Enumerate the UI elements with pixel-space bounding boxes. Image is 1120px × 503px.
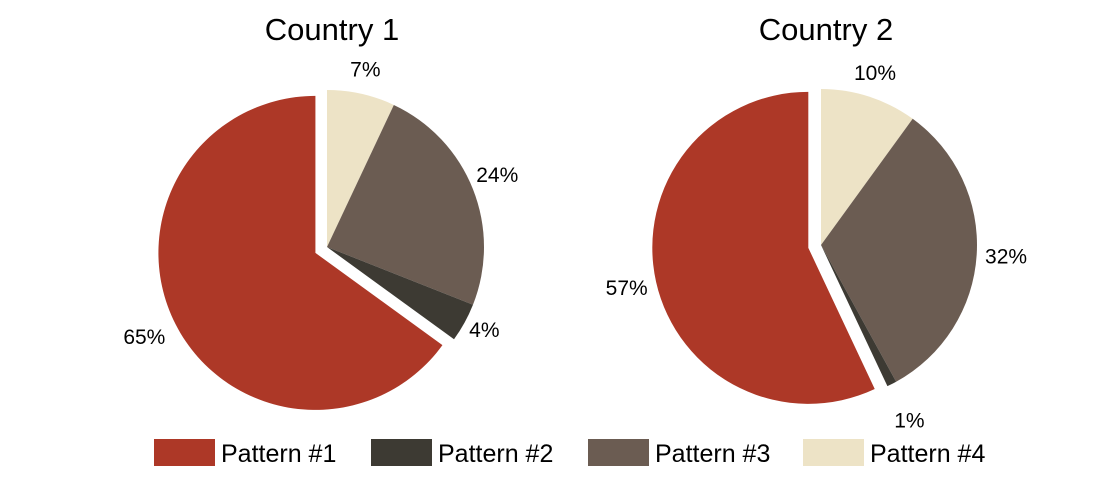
legend-label-pattern-2: Pattern #2 — [438, 440, 553, 468]
slice-label-pattern-2: 4% — [469, 319, 499, 342]
pie-slice-pattern-1 — [158, 95, 443, 410]
pie-title-country-2: Country 2 — [759, 12, 893, 47]
pie-slice-pattern-1 — [652, 91, 875, 404]
pie-slice-pattern-3 — [327, 104, 485, 305]
legend: Pattern #1 Pattern #2 Pattern #3 Pattern #4 — [154, 439, 985, 468]
pie-slice-pattern-3 — [821, 118, 978, 382]
legend-label-pattern-4: Pattern #4 — [870, 440, 985, 468]
pie-slice-pattern-2 — [327, 247, 473, 340]
pie-country-2: Country 2 10% 32% 1% 57% — [606, 12, 1027, 433]
pie-slice-pattern-2 — [821, 245, 897, 387]
legend-swatch-pattern-3 — [588, 439, 649, 466]
legend-swatch-pattern-4 — [803, 439, 864, 466]
pie-title-country-1: Country 1 — [265, 12, 399, 47]
legend-swatch-pattern-2 — [371, 439, 432, 466]
legend-label-pattern-3: Pattern #3 — [655, 440, 770, 468]
legend-label-pattern-1: Pattern #1 — [221, 440, 336, 468]
pie-country-1: Country 1 7% 24% 4% 65% — [123, 12, 518, 410]
legend-swatch-pattern-1 — [154, 439, 215, 466]
pie-slice-pattern-4 — [821, 89, 913, 245]
slice-label-pattern-1: 65% — [123, 326, 165, 349]
pie-slice-pattern-4 — [327, 90, 394, 247]
slice-label-pattern-4: 10% — [854, 62, 896, 85]
slice-label-pattern-3: 24% — [476, 164, 518, 187]
slice-label-pattern-3: 32% — [985, 245, 1027, 268]
slice-label-pattern-2: 1% — [894, 410, 924, 433]
slice-label-pattern-1: 57% — [606, 277, 648, 300]
slice-label-pattern-4: 7% — [350, 58, 380, 81]
